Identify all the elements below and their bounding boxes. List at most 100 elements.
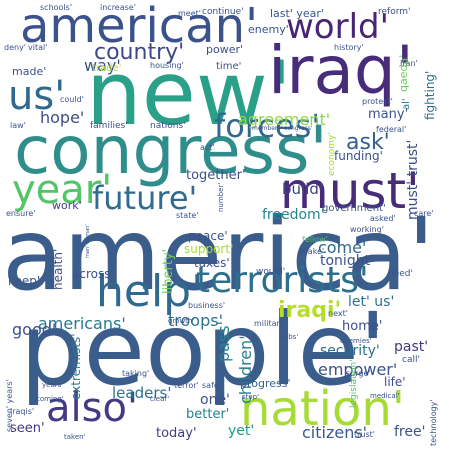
word-peace: peace'	[188, 229, 228, 243]
word-made: made'	[12, 65, 47, 78]
word-call: call'	[402, 355, 420, 365]
word-seven-years: seven' years'	[5, 379, 14, 432]
word-safe: safe'	[202, 381, 222, 390]
word-together: together'	[186, 168, 246, 183]
word-must-trust: must' trust'	[405, 139, 421, 220]
word-reform: reform'	[378, 7, 411, 17]
word-funding: funding'	[334, 149, 383, 163]
word-iraqis: iraqis'	[10, 407, 35, 416]
word-would: would'	[256, 267, 286, 277]
word-extremists: extremists'	[69, 333, 83, 400]
word-year: year'	[12, 167, 113, 213]
word-continue: continue'	[202, 7, 244, 17]
word-members-congress: members' congress'	[252, 125, 313, 132]
word-country: country'	[94, 40, 185, 65]
word-past: past'	[394, 339, 429, 355]
word-growth: growth'	[168, 317, 195, 325]
word-taken: taken'	[64, 433, 86, 441]
word-citizens: citizens'	[302, 423, 368, 442]
word-seen: seen'	[10, 421, 45, 436]
word-last-year: last' year'	[270, 7, 324, 20]
word-freedom: freedom'	[262, 207, 325, 223]
word-schools: schools'	[40, 3, 73, 12]
word-protect: protect'	[362, 97, 393, 106]
word-agreement: agreement'	[238, 110, 331, 129]
word-meet: meet'	[178, 9, 201, 18]
word-surge: surge'	[346, 369, 371, 378]
word-coming: coming'	[36, 395, 64, 403]
word-man-woman: man' woman'	[85, 224, 91, 258]
word-trade: trade'	[92, 63, 122, 74]
word-home: home'	[342, 319, 383, 334]
word-increase: increase'	[100, 3, 136, 12]
word-fighting: fighting'	[423, 70, 437, 120]
word-jobs: jobs'	[282, 333, 299, 341]
word-ask: ask'	[346, 130, 390, 155]
word-iraq: iraq'	[268, 32, 414, 109]
word-also: also'	[46, 385, 138, 431]
word-empower: empower'	[318, 360, 398, 379]
word-housing: housing'	[150, 61, 184, 70]
word-terrorists: terrorists'	[196, 260, 369, 301]
word-asked: asked'	[370, 214, 396, 223]
word-number: number'	[217, 182, 225, 212]
word-nation: nation'	[240, 381, 405, 437]
word-medical: medical'	[370, 392, 400, 400]
word-liberty: liberty'	[161, 248, 176, 294]
word-future: future'	[92, 179, 198, 217]
word-iran: iran'	[400, 59, 418, 68]
word-let-us: let' us'	[348, 294, 395, 310]
word-business: business'	[188, 301, 226, 310]
word-years: years'	[42, 381, 64, 389]
word-across: across'	[72, 267, 114, 281]
word-deny: deny'	[4, 43, 27, 52]
word-american: american'	[20, 0, 259, 54]
word-ensure: ensure'	[6, 209, 36, 218]
word-make: make'	[300, 247, 325, 256]
word-next: next'	[328, 309, 348, 318]
word-vital: vital'	[28, 43, 48, 52]
word-nations: nations'	[150, 121, 186, 131]
word-federal: federal'	[376, 125, 407, 134]
word-enemies: enemies'	[340, 337, 372, 345]
word-free: free'	[394, 424, 426, 440]
word-yet: yet'	[228, 423, 255, 439]
word-good: good'	[12, 320, 57, 339]
word-stop: stop'	[242, 393, 260, 401]
word-americans: americans'	[38, 314, 126, 333]
word-fellow: fellow'	[302, 235, 328, 244]
word-security: security'	[320, 343, 380, 359]
word-taxes: taxes'	[194, 256, 230, 270]
word-tonight: tonight'	[320, 253, 374, 269]
word-build: build'	[282, 180, 324, 198]
word-work: work'	[52, 199, 82, 212]
word-us: us'	[8, 73, 66, 119]
word-working: working'	[350, 225, 384, 234]
word-hope: hope'	[40, 108, 85, 127]
word-health: health'	[51, 248, 65, 290]
word-government: government'	[322, 203, 386, 214]
word-al: al'	[401, 98, 412, 110]
word-life: life'	[384, 375, 406, 389]
word-law: law'	[10, 121, 26, 130]
word-clear: clear'	[150, 395, 170, 403]
word-pass: pass'	[214, 320, 233, 362]
word-could: could'	[60, 95, 84, 104]
word-one: one'	[200, 392, 230, 408]
word-way: way'	[84, 56, 121, 75]
word-people: people'	[20, 291, 387, 408]
word-forces: forces'	[214, 107, 321, 145]
word-many: many'	[368, 107, 409, 122]
word-today: today'	[156, 426, 197, 441]
word-taking: taking'	[122, 369, 150, 378]
word-support: support'	[184, 242, 234, 256]
word-technology: technology'	[429, 399, 438, 446]
word-congress: congress'	[14, 112, 328, 189]
word-come: come'	[318, 238, 367, 257]
word-history: history'	[334, 43, 364, 52]
word-help: help'	[96, 266, 204, 317]
word-america: america'	[2, 196, 435, 313]
word-families: families'	[90, 121, 128, 131]
word-need: need'	[388, 269, 413, 279]
